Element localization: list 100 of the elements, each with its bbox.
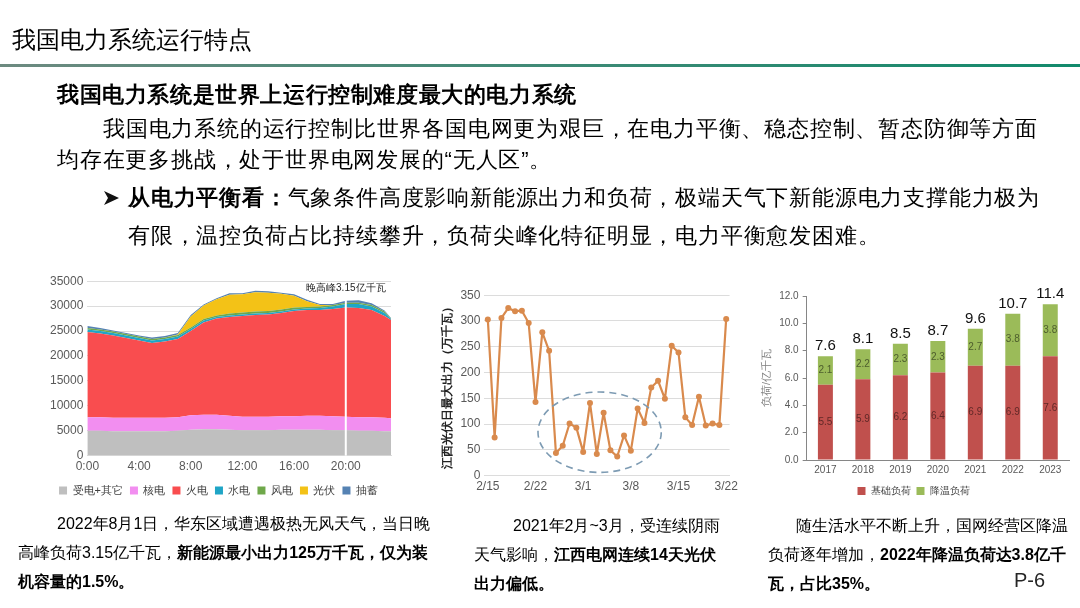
y-tick-label: 300 [460,313,481,328]
x-tick-label: 2022 [1001,463,1025,475]
bar [967,328,983,366]
legend-label: 抽蓄 [355,483,378,496]
y-tick-label: 0 [76,447,84,462]
bar [1042,304,1058,357]
total-label: 8.5 [889,323,911,341]
point [614,453,621,460]
text: 江西电网连续14天光伏 [554,546,716,563]
point [723,315,730,322]
x-tick-label: 2021 [964,463,987,475]
point [655,377,662,384]
point [627,447,634,454]
data-label: 3.8 [1005,333,1021,345]
total-label: 8.1 [852,329,874,347]
data-label: 6.4 [930,409,946,421]
y-tick-label: 2.0 [784,426,800,438]
y-tick-label: 0 [473,467,481,482]
x-tick-label: 2019 [889,463,912,475]
text: P-6 [1014,569,1046,591]
y-tick-label: 50 [467,442,481,457]
text: 瓦，占比35%。 [768,575,881,592]
point [634,405,641,412]
y-tick-label: 8.0 [784,344,800,356]
legend-label: 受电+其它 [72,483,123,496]
text: 随生活水平不断上升，国网经营区降温 [796,517,1068,534]
x-tick-label: 3/15 [666,479,691,494]
legend-label: 风电 [270,483,293,496]
y-tick-label: 250 [460,339,481,354]
y-tick-label: 25000 [49,323,84,338]
legend-label: 火电 [185,483,208,496]
text: 天气影响， [474,546,554,563]
point [600,409,607,416]
x-tick-label: 4:00 [127,459,152,474]
text: 2022年降温负荷达3.8亿千 [880,546,1066,563]
legend-label: 基础负荷 [870,484,911,496]
y-axis-title: 江西光伏日最大出力（万千瓦） [439,301,454,471]
point [695,393,702,400]
bar [1005,313,1021,366]
text: 2021年2月~3月，受连续阴雨 [513,517,720,534]
text: 我国电力系统的运行控制比世界各国电网更为艰巨，在电力平衡、稳态控制、暂态防御等方面均存在更多挑战，处于世界电网发展的“无人区”。 [57,116,1038,172]
point [559,442,566,449]
x-tick-label: 8:00 [179,459,203,474]
x-tick-label: 2017 [814,463,837,475]
point [702,422,709,429]
y-tick-label: 20000 [49,348,84,363]
data-label: 6.9 [1005,406,1021,418]
point [621,432,628,439]
data-label: 2.7 [968,341,983,352]
text: 从电力平衡看： [128,185,288,210]
text: 我国电力系统是世界上运行控制难度最大的电力系统 [57,82,577,107]
y-tick-label: 10.0 [779,317,800,329]
x-tick-label: 3/8 [622,479,640,494]
x-tick-label: 2020 [926,463,950,475]
y-tick-label: 35000 [49,273,84,288]
y-tick-label: 5000 [56,423,84,437]
bar [930,372,946,460]
text: 有限，温控负荷占比持续攀升，负荷尖峰化特征明显，电力平衡愈发困难。 [128,223,881,248]
y-axis-title: 负荷/亿千瓦 [759,348,772,408]
x-tick-label: 20:00 [330,459,362,474]
point [539,329,546,336]
x-tick-label: 0:00 [75,459,100,474]
total-label: 11.4 [1036,284,1065,302]
point [580,448,587,455]
y-tick-label: 10000 [49,398,84,413]
legend-label: 光伏 [313,483,336,496]
point [661,395,668,402]
total-label: 9.6 [964,308,986,326]
data-label: 7.6 [1043,401,1058,413]
total-label: 8.7 [927,321,949,339]
point [566,420,573,427]
x-tick-label: 2/22 [523,479,548,494]
point [586,399,593,406]
point [505,305,512,312]
point [518,307,525,314]
point [607,447,614,454]
total-label: 10.7 [998,293,1028,311]
point [709,420,716,427]
point [675,349,682,356]
text: 机容量的1.5%。 [18,573,135,590]
bar [967,365,983,460]
point [716,422,723,429]
x-tick-label: 3/1 [574,479,592,494]
point [689,422,696,429]
point [668,342,675,349]
point [484,316,491,323]
point [648,384,655,391]
total-label: 7.6 [814,336,836,354]
text: 出力偏低。 [474,575,554,592]
data-label: 6.9 [968,406,983,418]
point [512,308,519,315]
data-label: 2.1 [818,364,833,376]
point [593,450,600,457]
point [641,420,648,427]
bar [1042,356,1058,460]
y-tick-label: 12.0 [779,289,800,301]
point [525,320,532,327]
x-tick-label: 12:00 [227,459,258,474]
y-tick-label: 15000 [49,373,84,388]
text: 高峰负荷3.15亿千瓦， [18,544,178,561]
